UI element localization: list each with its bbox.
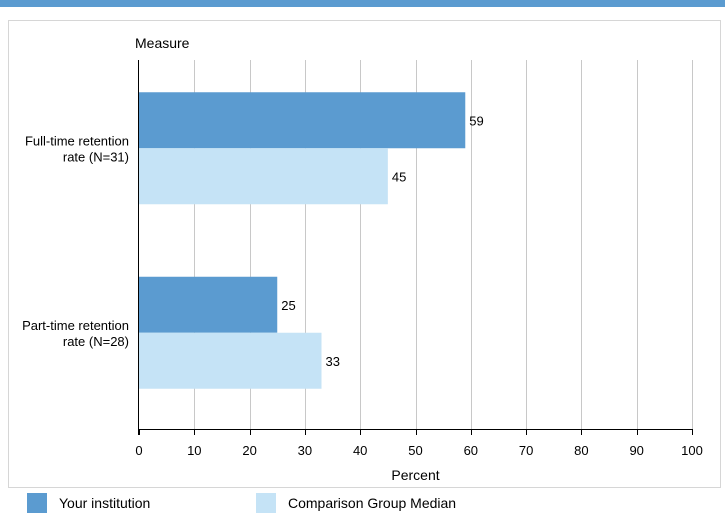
legend-item-your-institution: Your institution [27, 493, 150, 513]
bar-s1-c0 [139, 148, 388, 205]
legend: Your institution Comparison Group Median [0, 493, 725, 515]
x-tick-label-30: 30 [298, 443, 312, 458]
data-label-s0-c0: 59 [469, 113, 483, 128]
x-tick-label-0: 0 [135, 443, 142, 458]
bar-s0-c0 [139, 92, 466, 149]
category-label-1-line-1: rate (N=28) [63, 334, 129, 349]
data-label-s0-c1: 25 [281, 298, 295, 313]
x-tick-label-10: 10 [187, 443, 201, 458]
x-axis-title: Percent [391, 467, 439, 483]
x-tick-label-70: 70 [519, 443, 533, 458]
x-tick-label-90: 90 [629, 443, 643, 458]
category-label-0-line-1: rate (N=31) [63, 149, 129, 164]
legend-label-comparison-median: Comparison Group Median [288, 495, 457, 511]
legend-swatch-comparison-median [256, 493, 276, 513]
chart-frame [8, 20, 721, 488]
x-tick-label-60: 60 [464, 443, 478, 458]
x-tick-label-50: 50 [408, 443, 422, 458]
category-label-1-line-0: Part-time retention [22, 318, 129, 333]
x-tick-label-100: 100 [681, 443, 703, 458]
y-axis-title: Measure [135, 35, 190, 51]
bar-s1-c1 [139, 332, 322, 389]
legend-label-your-institution: Your institution [59, 495, 151, 511]
data-label-s1-c0: 45 [392, 169, 406, 184]
top-accent-bar [0, 0, 725, 7]
legend-item-comparison-median: Comparison Group Median [256, 493, 456, 513]
x-tick-label-80: 80 [574, 443, 588, 458]
x-tick-label-40: 40 [353, 443, 367, 458]
data-label-s1-c1: 33 [325, 354, 339, 369]
x-tick-label-20: 20 [242, 443, 256, 458]
bar-s0-c1 [139, 276, 278, 333]
legend-swatch-your-institution [27, 493, 47, 513]
category-label-0-line-0: Full-time retention [25, 133, 129, 148]
